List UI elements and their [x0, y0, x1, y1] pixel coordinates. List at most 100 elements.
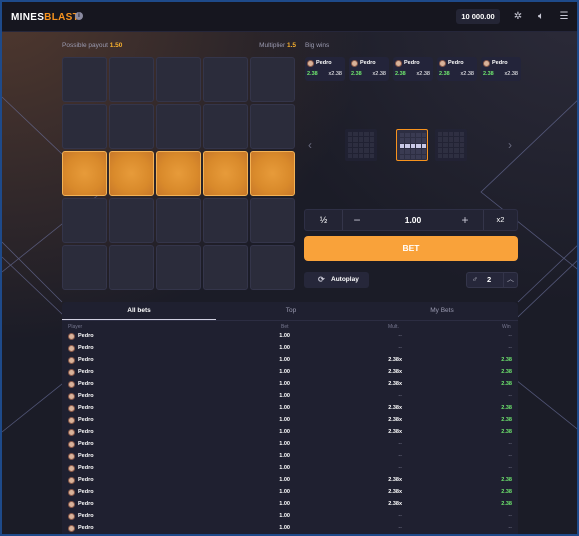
row-bet: 1.00: [279, 465, 290, 471]
chevron-left-icon[interactable]: ‹: [308, 138, 312, 152]
column-header-win: Win: [502, 324, 511, 330]
row-win: --: [508, 393, 512, 399]
table-row: Pedro 1.00 2.38x 2.38: [62, 355, 518, 367]
tab-divider: [62, 320, 518, 321]
row-player: Pedro: [78, 381, 94, 387]
grid-tile[interactable]: [203, 245, 248, 290]
grid-tile[interactable]: [250, 104, 295, 149]
row-multiplier: 2.38x: [388, 417, 402, 423]
grid-tile[interactable]: [109, 104, 154, 149]
grid-tile[interactable]: [62, 198, 107, 243]
grid-tile[interactable]: [156, 198, 201, 243]
row-win: 2.38: [501, 489, 512, 495]
row-win: 2.38: [501, 477, 512, 483]
big-win-multiplier: x2.38: [504, 71, 518, 77]
row-player: Pedro: [78, 477, 94, 483]
avatar: [68, 405, 75, 412]
big-win-card[interactable]: Pedro 2.38 x2.38: [437, 57, 477, 81]
big-win-player: Pedro: [492, 60, 508, 66]
autoplay-button[interactable]: ⟳ Autoplay: [304, 272, 369, 288]
mines-count-selector[interactable]: ♂ 2 ︿: [466, 272, 518, 288]
tab-all-bets[interactable]: All bets: [62, 302, 216, 320]
mode-thumb[interactable]: [345, 129, 377, 161]
chevron-up-icon[interactable]: ︿: [503, 273, 517, 287]
row-player: Pedro: [78, 489, 94, 495]
volume-icon[interactable]: 🔈︎: [538, 11, 544, 22]
row-multiplier: 2.38x: [388, 489, 402, 495]
big-win-player: Pedro: [448, 60, 464, 66]
table-row: Pedro 1.00 2.38x 2.38: [62, 415, 518, 427]
row-win: --: [508, 513, 512, 519]
row-multiplier: 2.38x: [388, 369, 402, 375]
grid-tile[interactable]: [250, 245, 295, 290]
row-player: Pedro: [78, 333, 94, 339]
bet-amount-input[interactable]: 1.00: [404, 215, 422, 225]
big-win-amount: 2.38: [439, 71, 450, 77]
grid-tile[interactable]: [109, 198, 154, 243]
grid-tile[interactable]: [250, 57, 295, 102]
sound-off-icon[interactable]: ✲: [513, 11, 523, 22]
half-bet-button[interactable]: ½: [305, 210, 343, 230]
row-player: Pedro: [78, 369, 94, 375]
grid-tile[interactable]: [109, 57, 154, 102]
row-multiplier: --: [398, 441, 402, 447]
table-row: Pedro 1.00 -- --: [62, 343, 518, 355]
grid-tile[interactable]: [250, 198, 295, 243]
decrease-bet-button[interactable]: −: [353, 213, 361, 227]
big-win-card[interactable]: Pedro 2.38 x2.38: [393, 57, 433, 81]
row-multiplier: --: [398, 525, 402, 531]
avatar: [439, 60, 446, 67]
row-player: Pedro: [78, 417, 94, 423]
row-player: Pedro: [78, 393, 94, 399]
menu-icon[interactable]: ☰: [559, 11, 569, 22]
row-win: 2.38: [501, 405, 512, 411]
grid-tile[interactable]: [109, 151, 154, 196]
autoplay-label: Autoplay: [331, 276, 359, 283]
grid-tile[interactable]: [62, 104, 107, 149]
row-multiplier: --: [398, 513, 402, 519]
grid-tile[interactable]: [156, 57, 201, 102]
multiplier-label: Multiplier: [259, 42, 286, 49]
row-multiplier: 2.38x: [388, 357, 402, 363]
increase-bet-button[interactable]: +: [461, 213, 469, 227]
row-multiplier: 2.38x: [388, 477, 402, 483]
avatar: [68, 489, 75, 496]
row-multiplier: 2.38x: [388, 405, 402, 411]
grid-tile[interactable]: [156, 104, 201, 149]
big-win-card[interactable]: Pedro 2.38 x2.38: [481, 57, 521, 81]
row-bet: 1.00: [279, 369, 290, 375]
bet-amount-bar: ½ − 1.00 + x2: [304, 209, 518, 231]
grid-tile[interactable]: [62, 245, 107, 290]
column-header-bet: Bet: [281, 324, 289, 330]
row-player: Pedro: [78, 453, 94, 459]
grid-tile[interactable]: [203, 151, 248, 196]
table-row: Pedro 1.00 -- --: [62, 391, 518, 403]
grid-tile[interactable]: [203, 57, 248, 102]
tab-top[interactable]: Top: [285, 307, 297, 314]
row-win: --: [508, 345, 512, 351]
big-win-card[interactable]: Pedro 2.38 x2.38: [349, 57, 389, 81]
grid-tile[interactable]: [109, 245, 154, 290]
possible-payout-value: 1.50: [109, 42, 123, 49]
avatar: [68, 501, 75, 508]
grid-tile[interactable]: [62, 151, 107, 196]
row-player: Pedro: [78, 405, 94, 411]
mode-thumb[interactable]: [435, 129, 467, 161]
mode-carousel: ‹ ›: [305, 120, 518, 170]
table-row: Pedro 1.00 -- --: [62, 331, 518, 343]
bet-button[interactable]: BET: [304, 236, 518, 261]
table-row: Pedro 1.00 2.38x 2.38: [62, 487, 518, 499]
chevron-right-icon[interactable]: ›: [508, 138, 512, 152]
grid-tile[interactable]: [156, 151, 201, 196]
mode-thumb-selected[interactable]: [396, 129, 428, 161]
tab-my-bets[interactable]: My Bets: [430, 307, 454, 314]
info-icon[interactable]: i: [75, 12, 83, 20]
grid-tile[interactable]: [250, 151, 295, 196]
grid-tile[interactable]: [203, 104, 248, 149]
grid-tile[interactable]: [156, 245, 201, 290]
avatar: [307, 60, 314, 67]
big-win-card[interactable]: Pedro 2.38 x2.38: [305, 57, 345, 81]
grid-tile[interactable]: [203, 198, 248, 243]
double-bet-button[interactable]: x2: [483, 210, 517, 230]
grid-tile[interactable]: [62, 57, 107, 102]
